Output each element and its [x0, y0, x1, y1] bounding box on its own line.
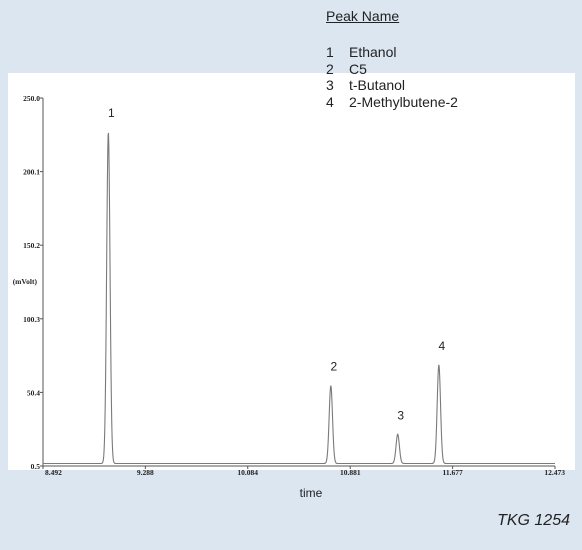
chromatogram-trace: [43, 132, 555, 465]
legend-item-name: 2-Methylbutene-2: [349, 93, 458, 110]
legend-item-name: C5: [349, 60, 367, 77]
peak-label: 4: [439, 339, 446, 353]
legend-item: 1 Ethanol: [326, 44, 458, 61]
trace-layer: [43, 132, 555, 465]
peak-label: 3: [397, 408, 404, 422]
x-tick-label: 8.492: [45, 468, 62, 477]
legend-item-name: t-Butanol: [349, 77, 406, 93]
y-tick-label: 200.1: [23, 168, 40, 177]
legend-item-number: 1: [326, 44, 334, 60]
y-tick-label: 0.5: [31, 462, 41, 471]
x-tick-label: 10.084: [237, 468, 258, 477]
plot-panel: [8, 73, 575, 470]
legend-item: 3 t-Butanol: [326, 77, 458, 94]
x-tick-label: 11.677: [443, 468, 463, 477]
axes: 8.492 9.288 10.084 10.881 11.677 12.473 0.5 50.…: [13, 94, 566, 500]
y-axis-label: (mVolt): [13, 277, 38, 286]
y-tick-label: 150.2: [23, 241, 40, 250]
legend-item: 4 2-Methylbutene-2: [326, 94, 458, 111]
x-tick-label: 9.288: [137, 468, 154, 477]
legend-item-number: 2: [326, 60, 334, 77]
peak-name-legend: Peak Name 1 Ethanol 2 C5 3 t-Butanol 4 2-Met…: [326, 8, 458, 110]
x-axis-label: time: [300, 486, 323, 500]
legend-title: Peak Name: [326, 8, 400, 24]
peak-label: 2: [330, 360, 337, 374]
legend-item-number: 4: [326, 93, 334, 110]
legend-item-name: Ethanol: [349, 44, 397, 60]
legend-item-number: 3: [326, 77, 334, 93]
x-tick-label: 10.881: [340, 468, 361, 477]
labels-layer: 1 2 3 4: [108, 106, 446, 422]
legend-item: 2 C5: [326, 61, 458, 78]
peak-label: 1: [108, 106, 115, 120]
x-tick-label: 12.473: [544, 468, 565, 477]
y-tick-label: 100.3: [23, 315, 40, 324]
y-tick-label: 50.4: [27, 388, 40, 397]
y-tick-label: 250.0: [23, 94, 40, 103]
figure-code: TKG 1254: [497, 512, 570, 529]
